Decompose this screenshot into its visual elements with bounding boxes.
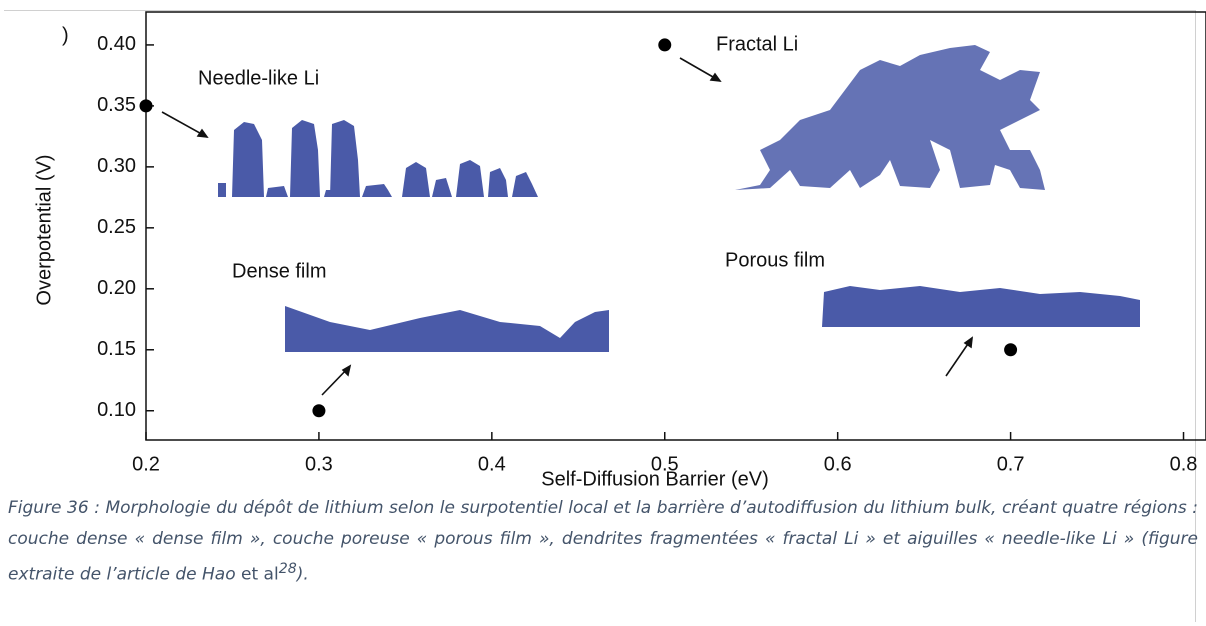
data-point (312, 404, 326, 418)
x-tick-label: 0.3 (305, 453, 333, 475)
x-tick-label: 0.7 (997, 453, 1025, 475)
caption-text: et (241, 564, 259, 585)
annotation: Fractal Li (716, 33, 798, 55)
x-tick-label: 0.5 (651, 453, 679, 475)
caption-text: ). (296, 564, 309, 585)
y-tick-label: 0.10 (97, 399, 136, 421)
x-tick-label: 0.2 (132, 453, 160, 475)
morphology-images (218, 45, 1140, 352)
figure-caption: Figure 36 : Morphologie du dépôt de lith… (8, 493, 1198, 590)
y-tick-label: 0.40 (97, 33, 136, 55)
data-point (139, 99, 153, 113)
panel-label: ) (62, 24, 69, 46)
plot-frame (145, 11, 1206, 441)
caption-text: Figure 36 : Morphologie du dépôt de lith… (8, 498, 1198, 585)
caption-text: al (263, 564, 279, 585)
y-tick-label: 0.20 (97, 277, 136, 299)
annotation: Needle-like Li (198, 67, 319, 89)
y-axis-title: Overpotential (V) (33, 154, 55, 305)
data-point (1004, 343, 1018, 357)
y-tick-label: 0.25 (97, 216, 136, 238)
y-tick-label: 0.30 (97, 155, 136, 177)
annotation: Porous film (725, 249, 825, 271)
x-tick-label: 0.8 (1170, 453, 1198, 475)
chart: ) Self-Diffusion Barrier (eV) Overpotent… (33, 11, 1206, 490)
annotation: Dense film (232, 260, 326, 282)
caption-reference: 28 (278, 561, 297, 577)
x-tick-label: 0.4 (478, 453, 506, 475)
arrows (161, 57, 973, 396)
x-axis-title: Self-Diffusion Barrier (eV) (541, 468, 768, 490)
y-tick-label: 0.15 (97, 338, 136, 360)
y-tick-label: 0.35 (97, 94, 136, 116)
x-tick-label: 0.6 (824, 453, 852, 475)
page-frame (4, 10, 1196, 622)
data-point (658, 38, 672, 52)
